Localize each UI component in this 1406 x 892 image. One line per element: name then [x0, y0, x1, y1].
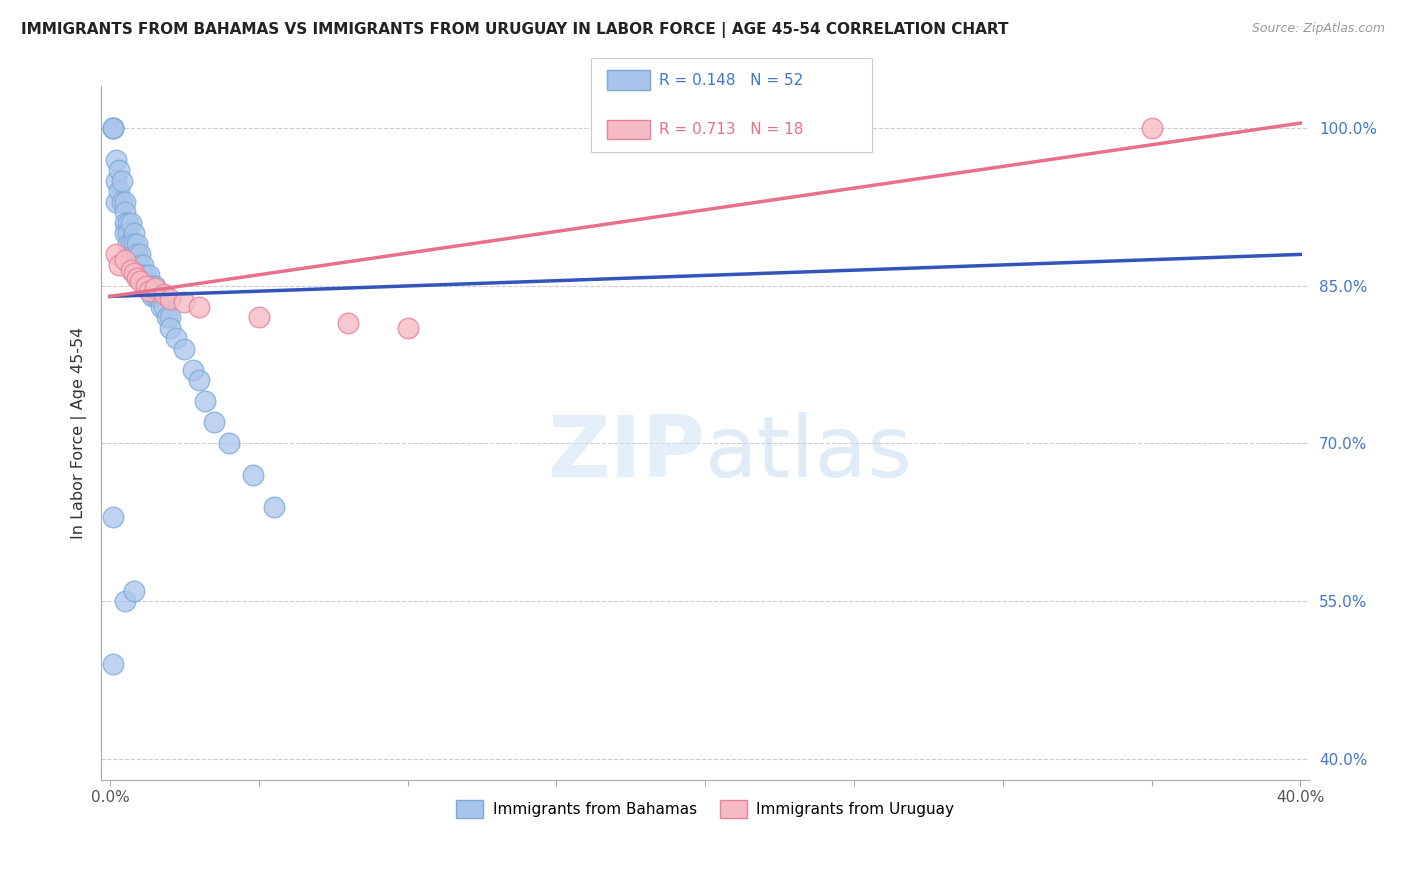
- Point: [105, 153, 128, 167]
- Text: R = 0.713   N = 18: R = 0.713 N = 18: [659, 122, 804, 136]
- Point: [122, 236, 145, 251]
- Point: [155, 310, 177, 325]
- Point: [242, 468, 264, 483]
- Point: [396, 321, 419, 335]
- Point: [108, 258, 131, 272]
- Point: [120, 216, 142, 230]
- Text: atlas: atlas: [706, 412, 912, 495]
- Point: [108, 163, 131, 178]
- Point: [125, 247, 148, 261]
- Point: [183, 363, 205, 377]
- Text: ZIP: ZIP: [547, 412, 706, 495]
- Point: [337, 316, 360, 330]
- Point: [149, 300, 172, 314]
- Point: [138, 268, 160, 283]
- Y-axis label: In Labor Force | Age 45-54: In Labor Force | Age 45-54: [72, 326, 87, 539]
- Point: [188, 300, 211, 314]
- Point: [101, 510, 124, 524]
- Point: [125, 270, 148, 285]
- Text: Source: ZipAtlas.com: Source: ZipAtlas.com: [1251, 22, 1385, 36]
- Point: [202, 416, 225, 430]
- Point: [135, 268, 157, 283]
- Point: [101, 657, 124, 671]
- Point: [120, 263, 142, 277]
- Point: [143, 289, 166, 303]
- Point: [152, 300, 174, 314]
- Point: [117, 227, 139, 241]
- Point: [141, 289, 163, 303]
- Point: [146, 289, 169, 303]
- Point: [132, 268, 155, 283]
- Point: [125, 236, 148, 251]
- Point: [188, 374, 211, 388]
- Point: [141, 279, 163, 293]
- Point: [114, 216, 136, 230]
- Point: [114, 227, 136, 241]
- Point: [143, 279, 166, 293]
- Point: [1140, 121, 1163, 136]
- Point: [143, 281, 166, 295]
- Point: [218, 436, 240, 450]
- Point: [114, 194, 136, 209]
- Point: [101, 121, 124, 136]
- Text: IMMIGRANTS FROM BAHAMAS VS IMMIGRANTS FROM URUGUAY IN LABOR FORCE | AGE 45-54 CO: IMMIGRANTS FROM BAHAMAS VS IMMIGRANTS FR…: [21, 22, 1008, 38]
- Point: [165, 331, 187, 345]
- Point: [128, 274, 150, 288]
- Point: [135, 279, 157, 293]
- Point: [128, 247, 150, 261]
- Legend: Immigrants from Bahamas, Immigrants from Uruguay: Immigrants from Bahamas, Immigrants from…: [450, 794, 960, 824]
- Point: [122, 227, 145, 241]
- Point: [117, 236, 139, 251]
- Point: [152, 287, 174, 301]
- Point: [111, 194, 134, 209]
- Point: [120, 236, 142, 251]
- Point: [122, 247, 145, 261]
- Point: [108, 185, 131, 199]
- Point: [159, 321, 181, 335]
- Point: [128, 268, 150, 283]
- Point: [173, 342, 195, 356]
- Point: [105, 247, 128, 261]
- Point: [117, 216, 139, 230]
- Point: [194, 394, 217, 409]
- Point: [159, 310, 181, 325]
- Point: [114, 252, 136, 267]
- Point: [159, 292, 181, 306]
- Point: [173, 294, 195, 309]
- Point: [105, 174, 128, 188]
- Point: [122, 583, 145, 598]
- Point: [101, 121, 124, 136]
- Point: [122, 266, 145, 280]
- Point: [111, 174, 134, 188]
- Point: [101, 121, 124, 136]
- Point: [114, 205, 136, 219]
- Point: [114, 594, 136, 608]
- Point: [247, 310, 270, 325]
- Point: [128, 258, 150, 272]
- Point: [132, 258, 155, 272]
- Point: [138, 284, 160, 298]
- Point: [105, 194, 128, 209]
- Point: [263, 500, 285, 514]
- Point: [135, 279, 157, 293]
- Point: [138, 279, 160, 293]
- Text: R = 0.148   N = 52: R = 0.148 N = 52: [659, 73, 804, 87]
